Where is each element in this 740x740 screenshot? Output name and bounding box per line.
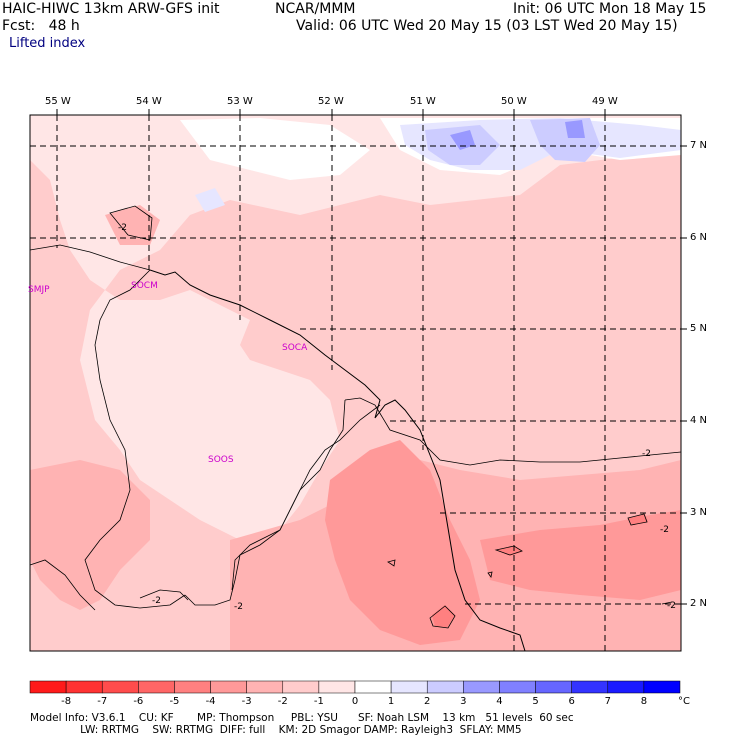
model-info-line-1: Model Info: V3.6.1 CU: KF MP: Thompson P… [30, 712, 574, 724]
colorbar-tick-label: 8 [641, 696, 647, 707]
colorbar-tick-label: -5 [169, 696, 179, 707]
contour-line-3 [231, 399, 346, 591]
colorbar-swatch [390, 680, 428, 694]
colorbar-tick-label: 3 [460, 696, 466, 707]
shade-white-region [180, 118, 370, 180]
station-label-soca: SOCA [282, 343, 308, 353]
lat-label: 7 N [690, 140, 708, 151]
contour-line [109, 205, 153, 241]
colorbar-swatch [138, 680, 175, 694]
colorbar-tick-label: 6 [568, 696, 574, 707]
colorbar-tick-label: -8 [61, 696, 71, 707]
shade-blue-mid-region-2 [565, 120, 585, 138]
lon-label: 51 W [410, 96, 436, 107]
colorbar-swatch [174, 680, 211, 694]
station-label-socm: SOCM [131, 281, 158, 291]
model-info-line-2: LW: RRTMG SW: RRTMG DIFF: full KM: 2D Sm… [30, 724, 522, 736]
colorbar-tick-label: 4 [496, 696, 502, 707]
graticule [30, 115, 681, 651]
shade-medium-region-nw [105, 205, 160, 245]
border-west [29, 559, 96, 611]
shade-light-region-2 [150, 335, 250, 420]
colorbar-swatch [29, 680, 67, 694]
model-title: HAIC-HIWC 13km ARW-GFS init [2, 1, 220, 17]
colorbar-tick-label: -2 [278, 696, 288, 707]
colorbar-tick-label: -7 [97, 696, 107, 707]
colorbar-tick-label: -1 [314, 696, 324, 707]
colorbar-swatch [426, 680, 464, 694]
colorbar-tick-label: 0 [352, 696, 358, 707]
contour-line-5 [494, 545, 523, 556]
lat-label: 5 N [690, 323, 708, 334]
contour-line-2 [344, 397, 682, 466]
lat-label: 6 N [690, 232, 708, 243]
contour-line-10 [487, 571, 493, 578]
field-name: Lifted index [9, 36, 86, 51]
forecast-hour: Fcst: 48 h [2, 18, 80, 34]
lat-label: 2 N [690, 598, 708, 609]
colorbar-tick-label: 1 [388, 696, 394, 707]
colorbar-swatch [643, 680, 681, 694]
colorbar-swatch [354, 680, 392, 694]
colorbar-swatch [463, 680, 500, 694]
init-time: Init: 06 UTC Mon 18 May 15 [513, 1, 707, 17]
contour-label: -2 [667, 601, 676, 611]
shade-darker-spot-3 [628, 514, 648, 525]
colorbar-tick-label: 5 [532, 696, 538, 707]
colorbar-swatch [282, 680, 320, 694]
contour-label: -2 [642, 449, 651, 459]
shade-blue-mid-region [450, 130, 475, 150]
lon-label: 52 W [318, 96, 344, 107]
lon-label: 50 W [501, 96, 527, 107]
colorbar-swatch [499, 680, 536, 694]
colorbar-swatch [318, 680, 356, 694]
shade-dark-region-2 [480, 510, 681, 600]
shade-medium-region-sw [30, 460, 150, 610]
lat-label: 4 N [690, 415, 708, 426]
coast-west [29, 244, 151, 271]
center-label: NCAR/MMM [275, 1, 356, 17]
lon-label: 54 W [136, 96, 162, 107]
colorbar-swatch [607, 680, 645, 694]
contour-label: -2 [152, 596, 161, 606]
colorbar-unit: °C [678, 696, 690, 707]
lon-label: 55 W [45, 96, 71, 107]
colorbar-swatch [101, 680, 139, 694]
lon-label: 49 W [592, 96, 618, 107]
colorbar-swatch [65, 680, 103, 694]
colorbar-tick-label: -3 [242, 696, 252, 707]
lat-label: 3 N [690, 507, 708, 518]
colorbar-tick-label: 7 [605, 696, 611, 707]
contour-label: -2 [118, 223, 127, 233]
station-label-smjp: SMJP [28, 285, 50, 295]
colorbar-swatch [210, 680, 247, 694]
colorbar-swatch [571, 680, 609, 694]
contour-label: -2 [234, 602, 243, 612]
coastline [149, 269, 526, 652]
colorbar-tick-label: -6 [133, 696, 143, 707]
colorbar-tick-label: 2 [424, 696, 430, 707]
shade-dark-region [325, 440, 480, 645]
contour-line-8 [661, 601, 673, 605]
shade-light-region [30, 115, 681, 540]
colorbar-tick-label: -4 [206, 696, 216, 707]
map-frame [29, 114, 682, 652]
contour-label: -2 [660, 525, 669, 535]
colorbar-swatch [535, 680, 572, 694]
colorbar: -8 -7 -6 -5 -4 -3 -2 -1 0 1 2 3 4 5 6 7 8 °C [29, 680, 690, 707]
border-guyana-suriname [84, 269, 186, 609]
colorbar-swatch [246, 680, 284, 694]
contour-line-6 [627, 513, 648, 526]
lon-label: 53 W [227, 96, 253, 107]
contour-line-7 [139, 589, 189, 601]
station-label-soos: SOOS [208, 455, 234, 465]
shade-blue-small [195, 188, 225, 212]
valid-time: Valid: 06 UTC Wed 20 May 15 (03 LST Wed … [296, 18, 678, 34]
contour-line-4 [429, 605, 456, 629]
contour-line-9 [387, 559, 396, 567]
top-ticks [56, 109, 687, 605]
